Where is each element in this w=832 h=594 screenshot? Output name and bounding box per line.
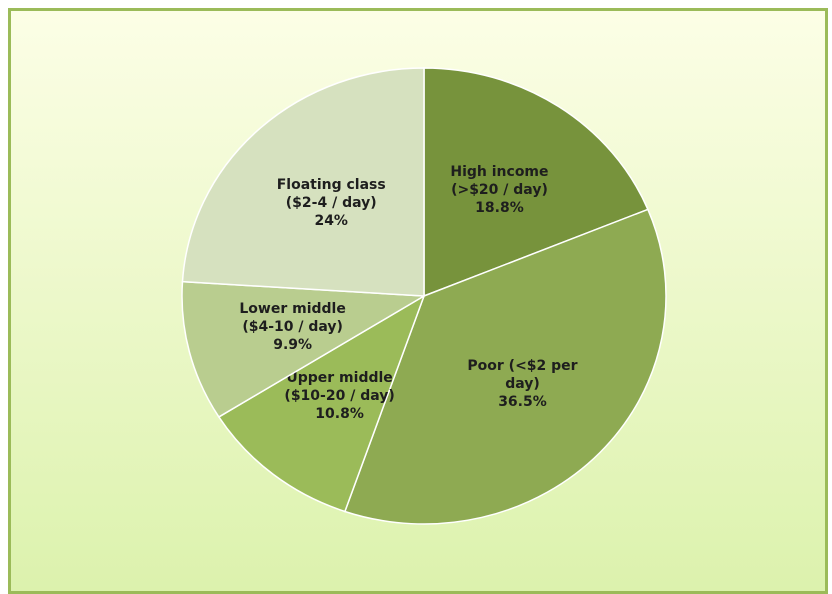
value-label: 24% (314, 212, 348, 229)
pie-slice (343, 208, 667, 525)
value-label: 10.8% (315, 405, 364, 422)
label-box: Upper middle ($10-20 / day) 10.8% (270, 351, 410, 441)
slice-label: Lower middle ($4-10 / day)9.9% (223, 282, 363, 372)
page: High income (>$20 / day) 18.8% Poor (<$2 p… (8, 8, 828, 594)
pie-slice (181, 67, 425, 297)
category-label: Floating class ($2-4 / day) (276, 176, 386, 211)
value-label: 9.9% (273, 337, 313, 354)
slice-label: High income (>$20 / day)18.8% (429, 145, 569, 235)
pie-slice (423, 67, 649, 298)
slice-label: Floating class ($2-4 / day)24% (261, 158, 401, 248)
category-label: High income (>$20 / day) (450, 163, 549, 198)
category-label: Lower middle ($4-10 / day) (239, 301, 346, 336)
label-box: Lower middle ($4-10 / day) 9.9% (223, 282, 363, 372)
slice-label: Upper middle ($10-20 / day)10.8% (270, 351, 410, 441)
value-label: 18.8% (475, 199, 524, 216)
pie-slice (217, 294, 426, 513)
category-label: Poor (<$2 per day) (467, 357, 578, 392)
label-box: High income (>$20 / day) 18.8% (429, 145, 569, 235)
slice-label: Poor (<$2 per day)36.5% (452, 339, 592, 429)
value-label: 36.5% (498, 393, 547, 410)
label-box: Floating class ($2-4 / day) 24% (261, 158, 401, 248)
chart: High income (>$20 / day)18.8% Poor (<$2 p… (181, 67, 667, 525)
label-box: Poor (<$2 per day) 36.5% (452, 339, 592, 429)
category-label: Upper middle ($10-20 / day) (284, 369, 395, 404)
pie-slice (181, 280, 427, 418)
